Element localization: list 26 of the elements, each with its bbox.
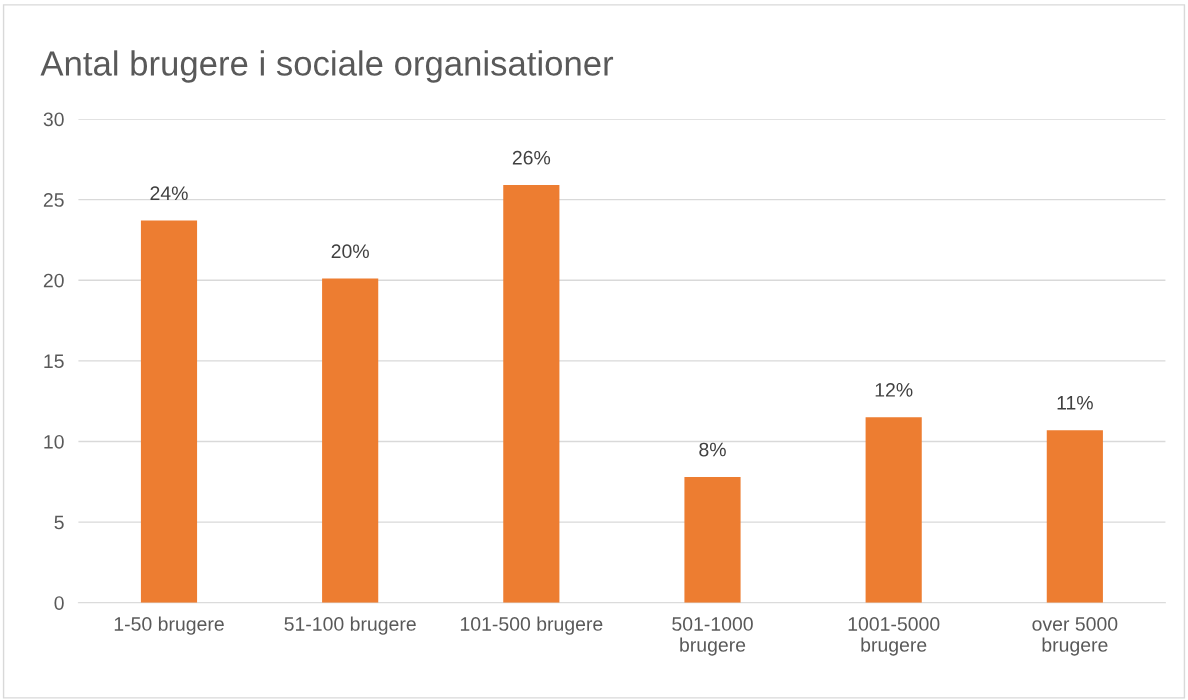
bar [503, 185, 560, 603]
y-tick-label: 15 [44, 354, 64, 369]
x-tick-label: 501-1000 brugere [672, 617, 753, 656]
chart-title: Antal brugere i sociale organisationer [40, 50, 614, 83]
bar [1046, 430, 1103, 603]
y-tick-label: 5 [54, 515, 64, 530]
y-tick-label: 30 [43, 112, 64, 127]
y-tick-label: 20 [43, 273, 64, 288]
y-tick-label: 0 [54, 596, 64, 610]
data-label: 26% [512, 150, 551, 165]
x-tick-label: 51-100 brugere [284, 616, 416, 635]
bar [140, 220, 198, 603]
data-label: 24% [150, 186, 188, 200]
x-tick-label: over 5000 brugere [1032, 617, 1118, 656]
data-label: 8% [699, 442, 726, 457]
y-tick-label: 10 [44, 434, 64, 449]
data-label: 11% [1057, 395, 1093, 410]
x-tick-label: 101-500 brugere [460, 616, 603, 635]
x-tick-label: 1001-5000 brugere [848, 617, 940, 656]
y-tick-label: 25 [43, 193, 64, 207]
data-label: 12% [875, 383, 913, 397]
bar [865, 417, 922, 603]
x-tick-label: 1-50 brugere [114, 616, 224, 635]
bar [684, 476, 741, 603]
bar [322, 278, 379, 603]
data-label: 20% [331, 244, 369, 259]
